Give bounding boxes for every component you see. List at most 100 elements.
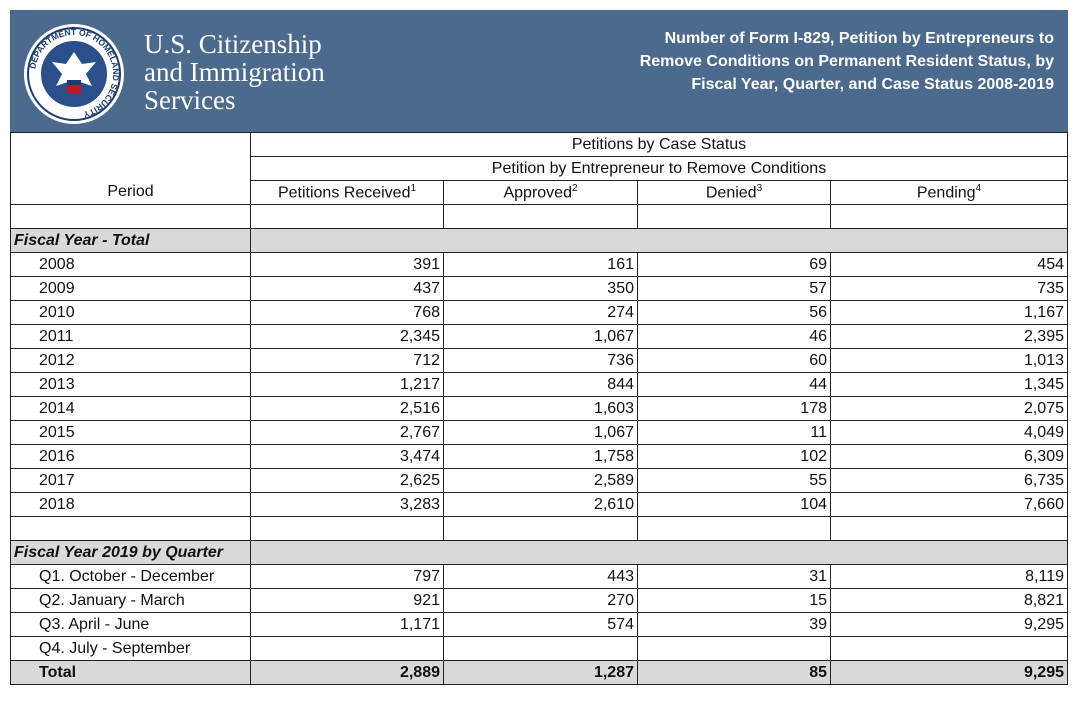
period-cell: Q1. October - December	[10, 564, 251, 589]
value-cell: 2,625	[250, 468, 444, 493]
footnote-mark: 2	[571, 182, 578, 194]
data-table: Period Petitions by Case Status Petition b…	[10, 132, 1068, 685]
section-row: Fiscal Year 2019 by Quarter	[10, 540, 1068, 565]
blank-row	[10, 516, 1068, 541]
blank-cell	[637, 204, 831, 229]
blank-cell	[830, 204, 1068, 229]
value-cell: 1,758	[443, 444, 638, 469]
value-cell: 9,295	[830, 612, 1068, 637]
section-row: Fiscal Year - Total	[10, 228, 1068, 253]
section-title: Fiscal Year 2019 by Quarter	[10, 540, 251, 565]
value-cell: 270	[443, 588, 638, 613]
period-cell: Q3. April - June	[10, 612, 251, 637]
data-row: 2012 712 736 60 1,013	[10, 348, 1068, 373]
value-cell: 443	[443, 564, 638, 589]
value-cell: 1,603	[443, 396, 638, 421]
data-row: 2010 768 274 56 1,167	[10, 300, 1068, 325]
period-cell: 2013	[10, 372, 251, 397]
data-row: 2014 2,516 1,603 178 2,075	[10, 396, 1068, 421]
value-cell: 797	[250, 564, 444, 589]
period-cell: Q4. July - September	[10, 636, 251, 661]
period-cell: 2016	[10, 444, 251, 469]
agency-line: and Immigration	[144, 57, 325, 87]
agency-line: Services	[144, 85, 236, 115]
value-cell	[637, 636, 831, 661]
dhs-seal: DEPARTMENT OF HOMELAND SECURITY	[24, 24, 124, 124]
blank-cell	[10, 204, 251, 229]
value-cell: 454	[830, 252, 1068, 277]
data-row: 2018 3,283 2,610 104 7,660	[10, 492, 1068, 517]
value-cell: 1,067	[443, 420, 638, 445]
value-cell: 1,345	[830, 372, 1068, 397]
value-cell: 1,167	[830, 300, 1068, 325]
value-cell: 102	[637, 444, 831, 469]
sub-header: Petition by Entrepreneur to Remove Condi…	[250, 156, 1068, 181]
report-title: Number of Form I-829, Petition by Entrep…	[640, 27, 1054, 96]
period-cell: 2015	[10, 420, 251, 445]
data-row: 2011 2,345 1,067 46 2,395	[10, 324, 1068, 349]
value-cell: 55	[637, 468, 831, 493]
data-row: Q3. April - June 1,171 574 39 9,295	[10, 612, 1068, 637]
value-cell: 178	[637, 396, 831, 421]
title-line: Remove Conditions on Permanent Resident …	[639, 53, 1054, 70]
value-cell: 2,075	[830, 396, 1068, 421]
column-label: Denied	[705, 184, 757, 202]
period-cell: 2017	[10, 468, 251, 493]
footnote-mark: 4	[975, 182, 982, 194]
value-cell: 3,283	[250, 492, 444, 517]
header-banner: DEPARTMENT OF HOMELAND SECURITY U.S. Cit…	[10, 10, 1068, 132]
blank-cell	[250, 204, 444, 229]
value-cell: 736	[443, 348, 638, 373]
value-cell: 8,119	[830, 564, 1068, 589]
footnote-mark: 3	[756, 182, 763, 194]
agency-line: U.S. Citizenship	[144, 29, 322, 59]
header-row: Period Petitions by Case Status	[10, 132, 1068, 205]
total-value: 9,295	[830, 660, 1068, 685]
total-label: Total	[10, 660, 251, 685]
value-cell: 2,610	[443, 492, 638, 517]
value-cell: 39	[637, 612, 831, 637]
period-cell: Q2. January - March	[10, 588, 251, 613]
value-cell: 15	[637, 588, 831, 613]
value-cell: 735	[830, 276, 1068, 301]
value-cell: 7,660	[830, 492, 1068, 517]
value-cell: 768	[250, 300, 444, 325]
value-cell: 44	[637, 372, 831, 397]
section-fill	[250, 228, 1068, 253]
value-cell: 2,767	[250, 420, 444, 445]
blank-cell	[250, 516, 444, 541]
blank-row	[10, 204, 1068, 229]
column-header: Petitions Received1	[250, 180, 444, 205]
blank-cell	[443, 516, 638, 541]
value-cell: 161	[443, 252, 638, 277]
group-header: Petitions by Case Status	[250, 132, 1068, 157]
section-title: Fiscal Year - Total	[10, 228, 251, 253]
value-cell: 921	[250, 588, 444, 613]
value-cell: 391	[250, 252, 444, 277]
total-value: 85	[637, 660, 831, 685]
value-cell: 2,516	[250, 396, 444, 421]
footnote-mark: 1	[410, 182, 417, 194]
blank-cell	[637, 516, 831, 541]
value-cell	[443, 636, 638, 661]
total-value: 1,287	[443, 660, 638, 685]
column-label: Pending	[916, 184, 976, 202]
value-cell: 1,217	[250, 372, 444, 397]
period-header: Period	[10, 132, 251, 205]
title-line: Fiscal Year, Quarter, and Case Status 20…	[691, 76, 1054, 93]
value-cell: 2,395	[830, 324, 1068, 349]
data-row: Q4. July - September	[10, 636, 1068, 661]
value-cell: 11	[637, 420, 831, 445]
title-line: Number of Form I-829, Petition by Entrep…	[664, 30, 1054, 47]
data-row: 2015 2,767 1,067 11 4,049	[10, 420, 1068, 445]
section-fill	[250, 540, 1068, 565]
agency-name: U.S. Citizenship and Immigration Services	[144, 30, 325, 114]
column-label: Approved	[503, 184, 572, 202]
column-header: Approved2	[443, 180, 638, 205]
value-cell	[250, 636, 444, 661]
value-cell: 574	[443, 612, 638, 637]
data-row: 2008 391 161 69 454	[10, 252, 1068, 277]
period-cell: 2012	[10, 348, 251, 373]
value-cell: 56	[637, 300, 831, 325]
data-row: Q2. January - March 921 270 15 8,821	[10, 588, 1068, 613]
